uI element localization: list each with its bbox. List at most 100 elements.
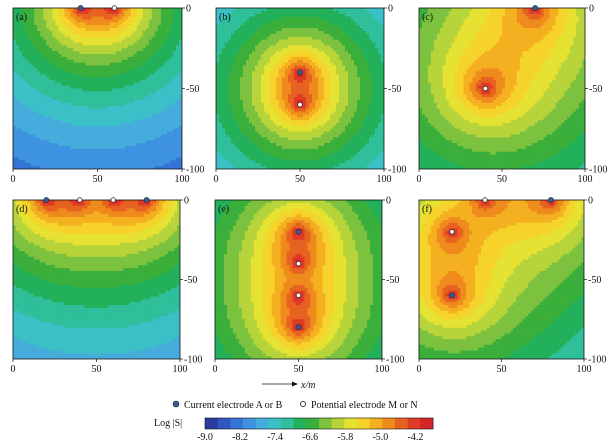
field-cell bbox=[142, 146, 147, 150]
field-cell bbox=[327, 68, 331, 72]
field-cell bbox=[49, 166, 53, 169]
field-cell bbox=[291, 68, 295, 72]
field-cell bbox=[67, 42, 71, 46]
field-cell bbox=[175, 19, 180, 23]
field-cell bbox=[121, 71, 126, 75]
field-cell bbox=[43, 91, 47, 95]
field-cell bbox=[85, 10, 90, 15]
field-cell bbox=[312, 56, 316, 61]
field-cell bbox=[118, 111, 123, 115]
field-cell bbox=[61, 65, 65, 69]
field-cell bbox=[160, 36, 165, 41]
field-cell bbox=[133, 128, 138, 133]
field-cell bbox=[231, 68, 235, 72]
field-cell bbox=[139, 123, 144, 127]
field-cell bbox=[172, 108, 177, 113]
field-cell bbox=[249, 97, 253, 101]
field-cell bbox=[351, 28, 355, 32]
field-cell bbox=[55, 39, 59, 44]
field-cell bbox=[288, 59, 292, 64]
field-cell bbox=[130, 68, 135, 72]
field-cell bbox=[312, 10, 316, 15]
field-cell bbox=[237, 77, 241, 81]
field-cell bbox=[327, 94, 331, 98]
field-cell bbox=[363, 48, 367, 52]
field-cell bbox=[70, 16, 74, 21]
field-cell bbox=[79, 74, 84, 78]
field-cell bbox=[240, 79, 244, 84]
field-cell bbox=[139, 59, 144, 64]
field-cell bbox=[13, 123, 17, 127]
field-cell bbox=[303, 39, 307, 44]
field-cell bbox=[31, 82, 35, 87]
field-cell bbox=[61, 117, 65, 121]
field-cell bbox=[43, 131, 47, 136]
field-cell bbox=[34, 36, 38, 41]
field-cell bbox=[261, 51, 265, 55]
field-cell bbox=[270, 74, 274, 78]
field-cell bbox=[145, 117, 150, 121]
field-cell bbox=[160, 125, 165, 130]
field-cell bbox=[154, 108, 159, 113]
field-cell bbox=[228, 19, 232, 23]
field-cell bbox=[169, 8, 174, 12]
field-cell bbox=[175, 31, 180, 35]
field-cell bbox=[19, 77, 23, 81]
field-cell bbox=[115, 56, 120, 61]
field-cell bbox=[240, 68, 244, 72]
field-cell bbox=[246, 31, 250, 35]
field-cell bbox=[333, 85, 337, 90]
field-cell bbox=[166, 74, 171, 78]
field-cell bbox=[22, 51, 26, 55]
field-cell bbox=[130, 114, 135, 118]
field-cell bbox=[318, 97, 322, 101]
field-cell bbox=[231, 91, 235, 95]
field-cell bbox=[285, 74, 289, 78]
field-cell bbox=[43, 120, 47, 124]
field-cell bbox=[52, 36, 56, 41]
field-cell bbox=[52, 56, 56, 61]
field-cell bbox=[309, 39, 313, 44]
field-cell bbox=[297, 94, 301, 98]
field-cell bbox=[82, 91, 87, 95]
field-cell bbox=[73, 71, 77, 75]
field-cell bbox=[273, 88, 277, 92]
field-cell bbox=[103, 146, 108, 150]
field-cell bbox=[55, 166, 59, 169]
field-cell bbox=[249, 22, 253, 26]
field-cell bbox=[124, 97, 129, 101]
field-cell bbox=[348, 97, 352, 101]
field-cell bbox=[13, 82, 17, 87]
field-cell bbox=[360, 39, 364, 44]
field-cell bbox=[43, 68, 47, 72]
field-cell bbox=[118, 105, 123, 110]
field-cell bbox=[154, 128, 159, 133]
field-cell bbox=[40, 19, 44, 23]
field-cell bbox=[282, 28, 286, 32]
field-cell bbox=[354, 82, 358, 87]
field-cell bbox=[61, 105, 65, 110]
field-cell bbox=[366, 74, 370, 78]
field-cell bbox=[103, 42, 108, 46]
field-cell bbox=[294, 16, 298, 21]
field-cell bbox=[52, 114, 56, 118]
field-cell bbox=[169, 102, 174, 107]
field-cell bbox=[88, 51, 93, 55]
field-cell bbox=[160, 82, 165, 87]
field-cell bbox=[333, 25, 337, 29]
field-cell bbox=[342, 10, 346, 15]
field-cell bbox=[121, 74, 126, 78]
field-cell bbox=[34, 100, 38, 104]
field-cell bbox=[46, 19, 50, 23]
field-cell bbox=[342, 25, 346, 29]
field-cell bbox=[55, 25, 59, 29]
field-cell bbox=[151, 31, 156, 35]
field-cell bbox=[112, 77, 117, 81]
field-cell bbox=[261, 71, 265, 75]
field-cell bbox=[372, 62, 376, 67]
field-cell bbox=[351, 19, 355, 23]
field-cell bbox=[330, 88, 334, 92]
field-cell bbox=[13, 131, 17, 136]
field-cell bbox=[55, 125, 59, 130]
field-cell bbox=[264, 16, 268, 21]
